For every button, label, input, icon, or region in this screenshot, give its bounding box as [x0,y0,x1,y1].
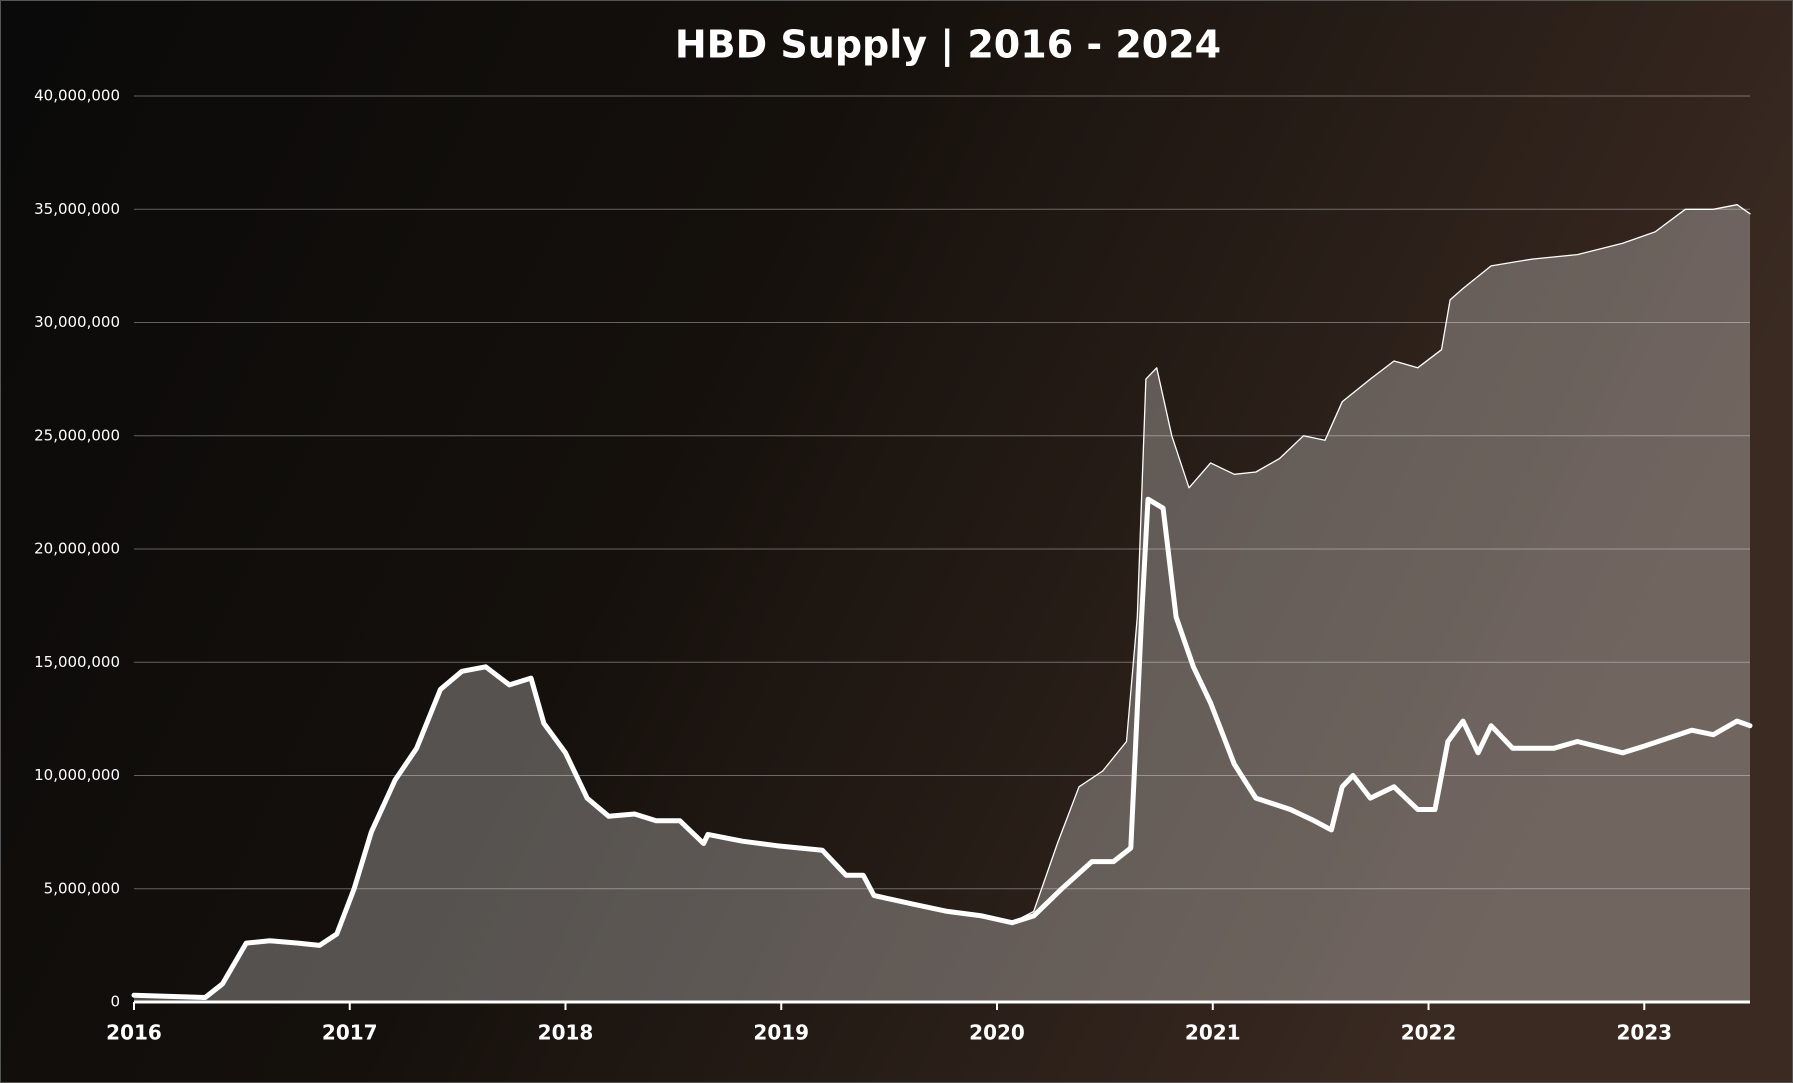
y-tick-label: 25,000,000 [34,426,120,444]
y-tick-label: 30,000,000 [34,313,120,331]
x-tick-label: 2021 [1185,1021,1241,1045]
y-tick-label: 40,000,000 [34,87,120,105]
x-tick-label: 2023 [1616,1021,1672,1045]
x-tick-label: 2017 [322,1021,378,1045]
area [134,204,1750,1002]
y-tick-label: 10,000,000 [34,766,120,784]
x-tick-label: 2019 [753,1021,809,1045]
y-tick-label: 5,000,000 [44,879,120,897]
x-tick-label: 2020 [969,1021,1025,1045]
x-tick-label: 2016 [106,1021,162,1045]
x-tick-label: 2018 [538,1021,594,1045]
y-tick-label: 35,000,000 [34,200,120,218]
y-tick-label: 0 [110,993,120,1011]
line [131,496,1753,1000]
x-tick-label: 2022 [1401,1021,1457,1045]
y-tick-label: 15,000,000 [34,653,120,671]
y-tick-label: 20,000,000 [34,540,120,558]
chart-title: HBD Supply | 2016 - 2024 [675,23,1221,68]
